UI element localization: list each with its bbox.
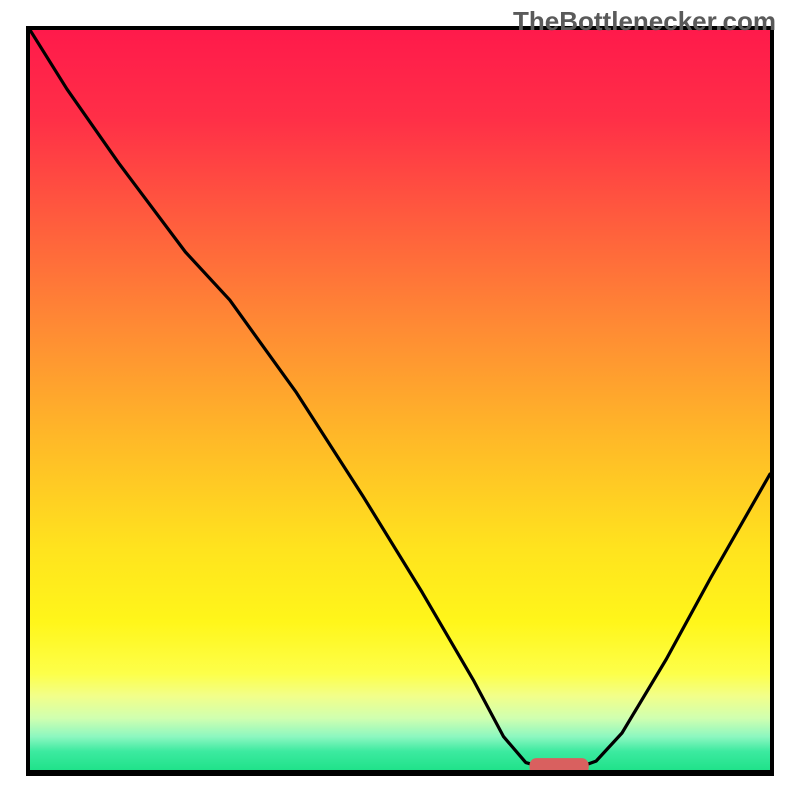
watermark-text: TheBottlenecker.com — [513, 6, 776, 37]
bottleneck-chart — [0, 0, 800, 800]
chart-canvas: TheBottlenecker.com — [0, 0, 800, 800]
plot-border-left — [26, 26, 30, 776]
plot-border-bottom — [26, 770, 774, 776]
plot-border-right — [770, 26, 774, 776]
gradient-background — [30, 30, 770, 770]
